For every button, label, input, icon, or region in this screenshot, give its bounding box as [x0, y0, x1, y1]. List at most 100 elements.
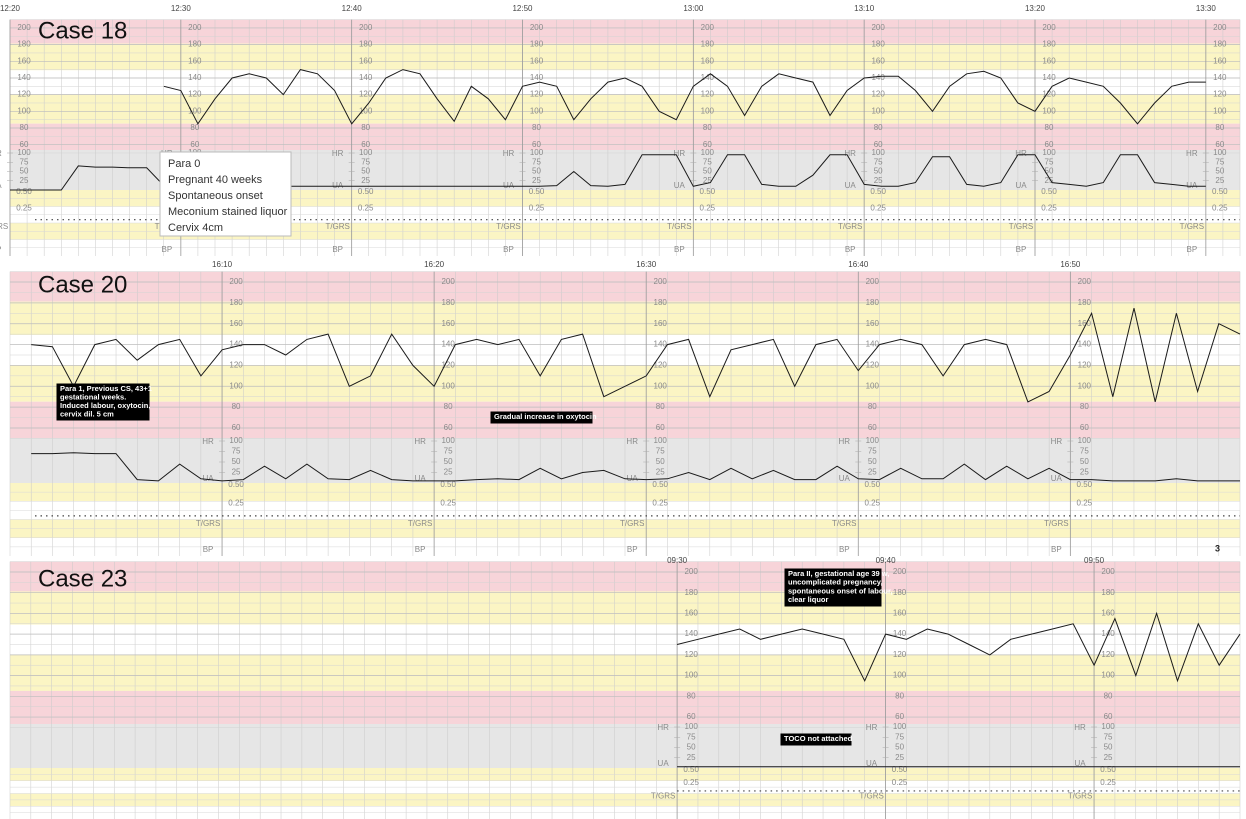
y2-tick-label: 75	[1080, 447, 1089, 456]
lower-tick-label: 0.25	[1212, 204, 1228, 213]
y-tick-label: 200	[1042, 23, 1056, 32]
annotation-text: spontaneous onset of labour,	[788, 586, 893, 595]
y-tick-label: 140	[871, 73, 885, 82]
channel-label: HR	[657, 723, 669, 732]
x-tick-label: 16:50	[1060, 260, 1081, 269]
channel-label: UA	[1186, 181, 1198, 190]
channel-label: BP	[839, 545, 850, 554]
y-tick-label: 80	[190, 123, 199, 132]
y2-tick-label: 75	[1045, 157, 1054, 166]
y-tick-label: 60	[232, 423, 241, 432]
y-tick-label: 180	[1078, 298, 1092, 307]
y2-tick-label: 100	[701, 148, 715, 157]
y-tick-label: 160	[530, 56, 544, 65]
y-tick-label: 120	[359, 90, 373, 99]
channel-label: T/GRS	[1044, 519, 1068, 528]
y-tick-label: 60	[687, 712, 696, 721]
lower-tick-label: 0.50	[529, 187, 545, 196]
y-tick-label: 140	[530, 73, 544, 82]
lower-tick-label: 0.50	[864, 480, 880, 489]
y-tick-label: 200	[1101, 567, 1115, 576]
annotation-text: Gradual increase in oxytocin	[494, 412, 597, 421]
channel-label: BP	[332, 245, 343, 254]
channel-label: UA	[845, 181, 857, 190]
channel-label: UA	[332, 181, 344, 190]
y-tick-label: 140	[893, 629, 907, 638]
y-tick-label: 140	[654, 340, 668, 349]
y-tick-label: 140	[701, 73, 715, 82]
y2-tick-label: 75	[703, 157, 712, 166]
channel-label: T/GRS	[1180, 222, 1204, 231]
y2-tick-label: 50	[874, 167, 883, 176]
y-tick-label: 80	[361, 123, 370, 132]
y2-tick-label: 25	[687, 753, 696, 762]
x-tick-label: 16:30	[636, 260, 657, 269]
y-tick-label: 180	[1213, 40, 1227, 49]
channel-label: BP	[415, 545, 426, 554]
annotation-text: Para 0	[168, 158, 200, 170]
y-tick-label: 140	[188, 73, 202, 82]
y-tick-label: 180	[871, 40, 885, 49]
y-tick-label: 120	[893, 650, 907, 659]
y-tick-label: 200	[188, 23, 202, 32]
y2-tick-label: 100	[1101, 722, 1115, 731]
case-title: Case 18	[38, 17, 127, 44]
x-tick-label: 13:00	[683, 4, 704, 13]
lower-tick-label: 0.50	[228, 480, 244, 489]
x-tick-label: 13:10	[854, 4, 875, 13]
lower-tick-label: 0.50	[870, 187, 886, 196]
lower-tick-label: 0.25	[652, 498, 668, 507]
channel-label: BP	[627, 545, 638, 554]
fhr-trace	[676, 611, 1241, 683]
y2-tick-label: 100	[893, 722, 907, 731]
y2-tick-label: 50	[656, 457, 665, 466]
lower-tick-label: 0.25	[358, 204, 374, 213]
y-tick-label: 100	[17, 106, 31, 115]
x-tick-label: 13:30	[1196, 4, 1217, 13]
y-tick-label: 180	[866, 298, 880, 307]
y-tick-label: 160	[1213, 56, 1227, 65]
channel-label: BP	[161, 245, 172, 254]
y2-tick-label: 100	[871, 148, 885, 157]
y2-tick-label: 75	[20, 157, 29, 166]
y-tick-label: 180	[441, 298, 455, 307]
x-tick-label: 16:40	[848, 260, 869, 269]
channel-label: HR	[1051, 437, 1063, 446]
y-tick-label: 100	[441, 381, 455, 390]
channel-label: HR	[1015, 149, 1027, 158]
y-tick-label: 60	[444, 423, 453, 432]
y-tick-label: 80	[1045, 123, 1054, 132]
y-tick-label: 180	[229, 298, 243, 307]
y-tick-label: 140	[1078, 340, 1092, 349]
y-tick-label: 160	[1042, 56, 1056, 65]
y-tick-label: 200	[1213, 23, 1227, 32]
y-tick-label: 200	[684, 567, 698, 576]
annotation-box	[780, 733, 852, 746]
y2-tick-label: 25	[703, 176, 712, 185]
y-tick-label: 120	[229, 361, 243, 370]
y2-tick-label: 25	[1104, 753, 1113, 762]
y-tick-label: 60	[868, 423, 877, 432]
channel-label: UA	[1051, 474, 1063, 483]
y-tick-label: 200	[654, 277, 668, 286]
channel-label: BP	[845, 245, 856, 254]
lower-tick-label: 0.25	[1100, 778, 1116, 787]
channel-label: BP	[1016, 245, 1027, 254]
y-tick-label: 60	[190, 140, 199, 149]
annotation-text: clear liquor	[788, 595, 829, 604]
y-tick-label: 80	[1080, 402, 1089, 411]
channel-label: T/GRS	[832, 519, 856, 528]
lower-tick-label: 0.25	[864, 498, 880, 507]
y2-tick-label: 75	[687, 732, 696, 741]
lower-tick-label: 0.25	[683, 778, 699, 787]
y2-tick-label: 25	[1045, 176, 1054, 185]
y-tick-label: 80	[703, 123, 712, 132]
y-tick-label: 180	[1042, 40, 1056, 49]
lower-tick-label: 0.25	[870, 204, 886, 213]
y2-tick-label: 100	[359, 148, 373, 157]
y-tick-label: 120	[1042, 90, 1056, 99]
y-tick-label: 80	[20, 123, 29, 132]
ctg-panel: 12:206080100120140160180200255075100HRUA…	[0, 4, 1246, 258]
y2-tick-label: 50	[1045, 167, 1054, 176]
y2-tick-label: 25	[20, 176, 29, 185]
